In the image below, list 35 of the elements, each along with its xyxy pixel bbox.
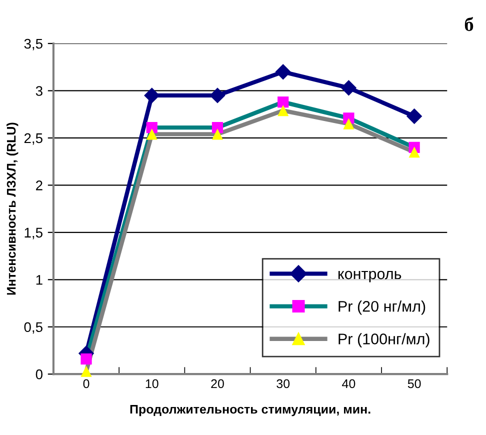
point: [146, 122, 158, 134]
point: [408, 146, 420, 158]
y-axis-title: Интенсивность ЛЗХЛ, (RLU): [6, 122, 18, 295]
legend-label: контроль: [338, 270, 402, 282]
text: б: [464, 16, 474, 32]
y-tick-label: 3: [36, 86, 42, 96]
x-tick-label: 0: [83, 379, 90, 388]
y-tick-label: 0,5: [24, 322, 42, 334]
point: [212, 122, 224, 134]
x-tick-label: 20: [211, 379, 224, 388]
point: [406, 108, 422, 124]
y-tick-label: 2: [36, 180, 42, 190]
point: [343, 118, 354, 130]
y-tick-label: 2,5: [24, 133, 42, 145]
x-tick-label: 50: [408, 379, 421, 388]
point: [210, 88, 226, 104]
point: [80, 366, 92, 377]
point: [80, 353, 92, 365]
y-tick-label: 1: [36, 275, 42, 285]
legend-label: Pr (100нг/мл): [338, 333, 430, 348]
legend-label: Pr (20 нг/мл): [338, 300, 426, 315]
point: [212, 128, 224, 140]
point: [278, 105, 289, 116]
point: [275, 64, 291, 80]
y-tick-label: 1,5: [24, 228, 42, 240]
point: [144, 88, 160, 104]
point: [278, 96, 289, 108]
x-tick-label: 40: [342, 379, 356, 388]
point: [340, 80, 357, 96]
point: [146, 128, 158, 140]
x-tick-label: 10: [146, 379, 158, 388]
y-tick-label: 0: [36, 369, 42, 380]
x-axis-title: Продолжительность стимуляции, мин.: [130, 404, 370, 416]
y-tick-label: 3,5: [24, 38, 42, 50]
x-tick-label: 30: [276, 379, 290, 388]
